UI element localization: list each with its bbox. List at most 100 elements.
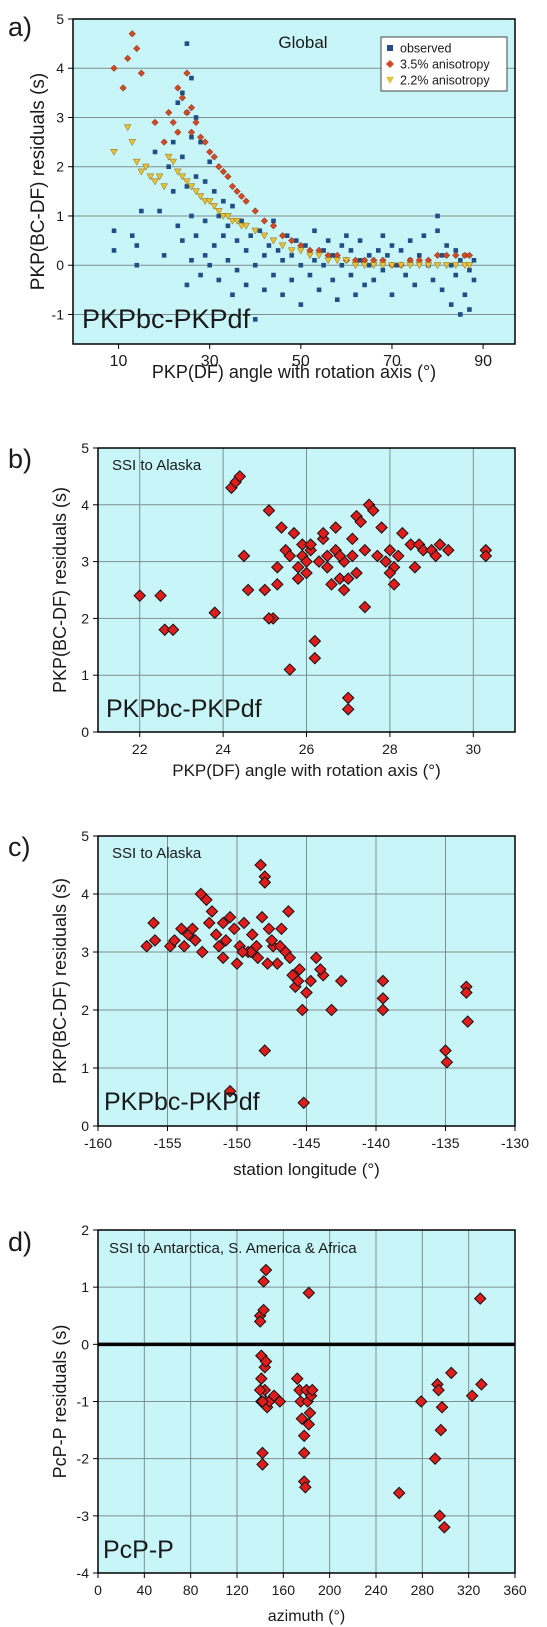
x-tick-label: 160 xyxy=(272,1582,296,1598)
data-point xyxy=(219,213,228,220)
y-tick-label: 5 xyxy=(56,11,64,27)
data-point xyxy=(397,262,405,270)
data-point xyxy=(134,243,140,248)
data-point xyxy=(251,227,260,235)
data-point xyxy=(243,248,249,253)
y-tick-label: 3 xyxy=(81,554,89,570)
data-point xyxy=(255,910,269,924)
data-point xyxy=(333,549,347,563)
legend-box xyxy=(380,36,508,92)
data-point xyxy=(169,118,177,127)
data-point xyxy=(283,549,297,563)
data-point xyxy=(252,262,258,268)
data-point xyxy=(462,292,468,298)
chart-title: SSI to Antarctica, S. America & Africa xyxy=(109,1240,357,1257)
y-tick-label: 2 xyxy=(56,159,64,175)
data-point xyxy=(298,302,304,307)
panel-label: a) xyxy=(8,12,32,42)
x-tick-label: -150 xyxy=(223,1135,251,1151)
data-point xyxy=(111,248,117,253)
data-point xyxy=(134,262,140,268)
data-point xyxy=(195,945,209,959)
data-point xyxy=(261,957,274,970)
data-point xyxy=(375,248,381,253)
data-point xyxy=(210,153,218,161)
data-point xyxy=(467,267,472,273)
data-point xyxy=(223,1084,237,1098)
data-point xyxy=(299,1480,312,1494)
data-point xyxy=(479,549,493,563)
data-point xyxy=(330,277,336,283)
data-point xyxy=(174,128,182,136)
data-point xyxy=(444,243,449,248)
data-point xyxy=(324,257,332,265)
x-tick-label: 0 xyxy=(94,1582,102,1598)
data-point xyxy=(465,251,474,260)
data-point xyxy=(198,272,203,278)
data-point xyxy=(371,549,384,563)
data-point xyxy=(169,158,178,166)
x-tick-label: 360 xyxy=(503,1582,527,1598)
data-point xyxy=(439,1044,452,1057)
legend-marker xyxy=(386,60,394,68)
data-point xyxy=(394,262,399,268)
data-point xyxy=(151,178,159,186)
data-point xyxy=(212,939,226,953)
data-point xyxy=(408,560,422,574)
data-point xyxy=(287,526,301,540)
data-point xyxy=(184,184,190,189)
y-tick-label: 2 xyxy=(81,610,89,626)
data-point xyxy=(439,287,445,293)
y-tick-label: 0 xyxy=(81,1336,89,1352)
data-point xyxy=(225,257,231,263)
data-point xyxy=(189,134,194,140)
data-point xyxy=(388,262,396,270)
data-point xyxy=(164,153,173,161)
data-point xyxy=(219,934,233,947)
data-point xyxy=(439,253,445,258)
data-point xyxy=(391,549,405,563)
data-point xyxy=(184,282,190,288)
data-point xyxy=(183,108,191,117)
data-point xyxy=(302,1286,316,1300)
y-tick-label: -1 xyxy=(52,306,65,322)
x-tick-label: 200 xyxy=(318,1582,342,1598)
x-tick-label: 24 xyxy=(215,741,231,757)
data-point xyxy=(305,1383,319,1397)
x-tick-label: 22 xyxy=(132,741,148,757)
data-point xyxy=(451,262,460,270)
data-point xyxy=(221,198,226,204)
x-tick-label: 40 xyxy=(137,1582,153,1598)
data-point xyxy=(142,163,150,171)
series-points xyxy=(253,1263,488,1534)
data-point xyxy=(300,566,313,580)
y-tick-label: 3 xyxy=(56,109,64,125)
data-point xyxy=(210,203,219,211)
data-point xyxy=(273,939,287,953)
data-point xyxy=(234,267,240,273)
data-point xyxy=(241,583,255,597)
y-axis-label: PKP(BC-DF) residuals (s) xyxy=(50,878,70,1084)
data-point xyxy=(129,233,135,238)
y-tick-label: 0 xyxy=(56,257,64,273)
data-point xyxy=(262,612,276,625)
data-point xyxy=(202,218,208,224)
data-point xyxy=(314,963,327,976)
y-tick-label: 4 xyxy=(81,886,89,902)
series-2-2-anisotropy xyxy=(110,124,474,270)
data-point xyxy=(415,262,424,270)
data-point xyxy=(414,1395,428,1408)
data-point xyxy=(308,634,322,648)
data-point xyxy=(288,236,296,245)
data-point xyxy=(214,208,223,215)
data-point xyxy=(416,543,430,557)
data-point xyxy=(293,963,306,976)
data-point xyxy=(237,916,251,930)
data-point xyxy=(243,282,249,288)
data-point xyxy=(375,521,388,534)
data-point xyxy=(206,148,214,156)
data-point xyxy=(312,228,317,234)
data-point xyxy=(259,1355,273,1368)
data-point xyxy=(269,237,278,245)
